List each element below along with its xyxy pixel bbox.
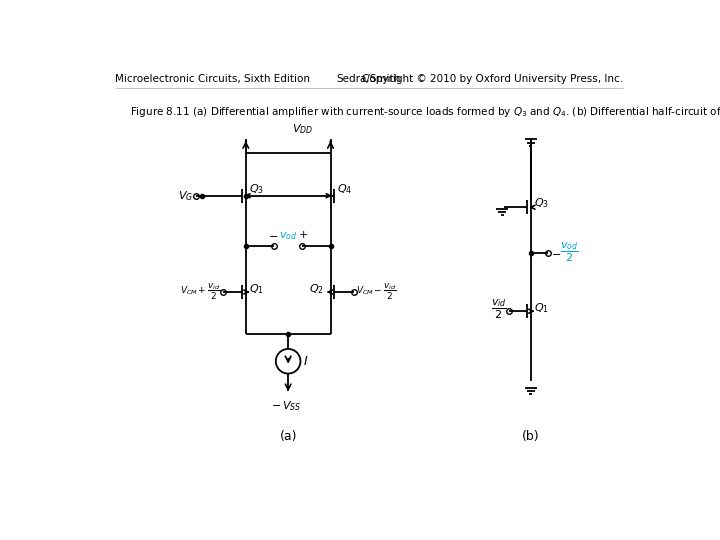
Text: $\dfrac{v_{id}}{2}$: $\dfrac{v_{id}}{2}$ <box>491 298 507 321</box>
Text: $I$: $I$ <box>303 355 308 368</box>
Text: $Q_4$: $Q_4$ <box>337 183 352 197</box>
Text: (a): (a) <box>279 430 297 443</box>
Text: $V_{CM}-\dfrac{v_{id}}{2}$: $V_{CM}-\dfrac{v_{id}}{2}$ <box>356 282 397 302</box>
Text: $Q_1$: $Q_1$ <box>534 301 549 315</box>
Text: $\dfrac{v_{od}}{2}$: $\dfrac{v_{od}}{2}$ <box>560 240 579 264</box>
Text: $V_{CM}+\dfrac{v_{id}}{2}$: $V_{CM}+\dfrac{v_{id}}{2}$ <box>180 282 220 302</box>
Text: $V_{DD}$: $V_{DD}$ <box>292 123 313 137</box>
Text: Copyright © 2010 by Oxford University Press, Inc.: Copyright © 2010 by Oxford University Pr… <box>362 73 623 84</box>
Text: Microelectronic Circuits, Sixth Edition: Microelectronic Circuits, Sixth Edition <box>115 73 310 84</box>
Text: $-\,V_{SS}$: $-\,V_{SS}$ <box>271 399 301 413</box>
Text: $Q_2$: $Q_2$ <box>310 282 324 296</box>
Text: $v_{od}$: $v_{od}$ <box>279 230 297 242</box>
Text: Figure 8.11 (a) Differential amplifier with current-source loads formed by $Q_3$: Figure 8.11 (a) Differential amplifier w… <box>130 105 720 119</box>
Text: $Q_1$: $Q_1$ <box>249 282 264 296</box>
Text: $Q_3$: $Q_3$ <box>249 183 264 197</box>
Text: (b): (b) <box>522 430 539 443</box>
Text: $+$: $+$ <box>299 230 309 240</box>
Text: $-$: $-$ <box>268 231 278 240</box>
Text: Sedra/Smith: Sedra/Smith <box>337 73 401 84</box>
Text: $V_G$: $V_G$ <box>179 189 194 202</box>
Text: $Q_3$: $Q_3$ <box>534 195 549 210</box>
Text: $-$: $-$ <box>551 248 561 259</box>
